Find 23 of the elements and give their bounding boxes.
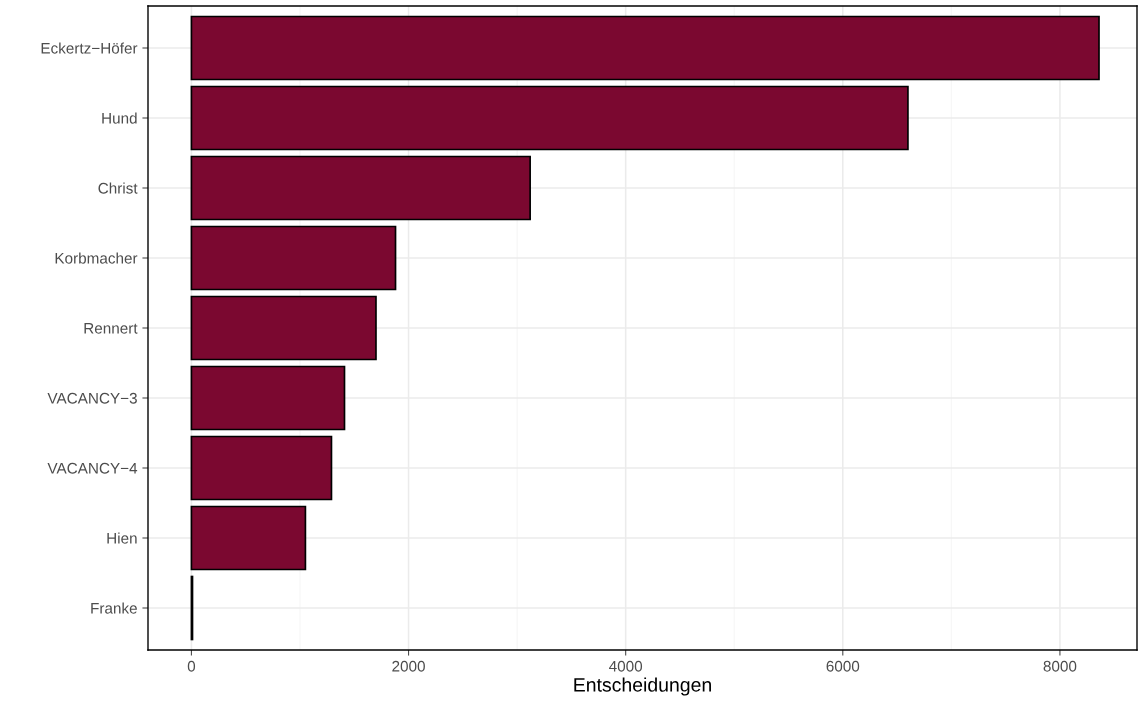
y-tick-label: Rennert [84,323,138,334]
bar [190,295,377,361]
x-tick-label: 2000 [392,660,425,672]
y-tick-label: Eckertz−Höfer [41,42,138,54]
x-tick-label: 0 [187,660,196,672]
bar [190,155,531,221]
bar [190,435,333,501]
y-tick-label: VACANCY−4 [47,462,138,474]
y-tick-label: Hund [102,112,137,124]
bar [190,505,307,571]
y-tick-label: Franke [91,602,137,614]
y-tick-label: VACANCY−3 [47,392,137,404]
x-axis-title: Entscheidungen [574,677,711,696]
y-tick-label: Christ [98,182,138,194]
x-tick-label: 4000 [609,660,643,672]
x-tick-label: 8000 [1043,660,1077,672]
bar [190,15,1100,81]
y-tick-label: Korbmacher [55,252,138,264]
y-tick-label: Hien [107,532,137,544]
x-tick-label: 6000 [826,660,860,672]
bar [190,85,909,151]
bar [190,225,397,291]
bar [190,365,346,431]
